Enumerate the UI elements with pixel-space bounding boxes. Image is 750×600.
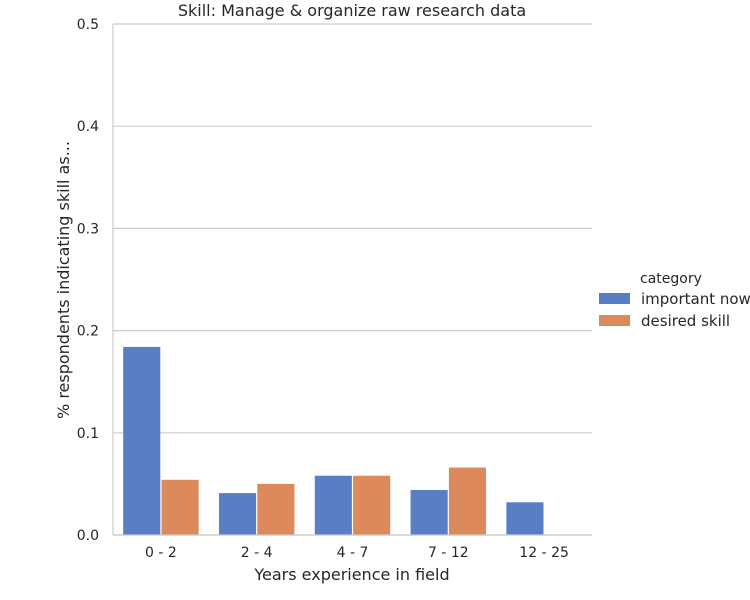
x-tick-label: 0 - 2 [145,545,177,561]
bar-desired-skill-0 [161,479,199,535]
bar-important-now-1 [218,493,257,535]
x-tick-label: 2 - 4 [241,545,273,561]
y-tick-label: 0.3 [77,221,99,237]
bar-desired-skill-2 [353,475,391,535]
axes: 0.0 0.1 0.2 0.3 0.4 0.5 0 - 2 2 - 4 4 - 7 7 - 12 1… [77,17,592,561]
bars [123,346,544,535]
y-tick-label: 0.0 [77,528,99,544]
bar-important-now-0 [123,346,161,535]
x-tick-label: 7 - 12 [428,545,469,561]
y-tick-label: 0.5 [77,17,99,33]
legend: category important now desired skill [599,271,750,330]
gridlines [113,23,592,536]
legend-swatch-desired-skill [599,315,630,326]
legend-label-important-now: important now [641,290,750,308]
y-tick-label: 0.1 [77,426,99,442]
chart-title: Skill: Manage & organize raw research da… [178,1,526,20]
x-axis-label: Years experience in field [253,565,449,584]
bar-important-now-4 [506,502,544,535]
legend-title: category [640,271,702,287]
legend-swatch-important-now [599,293,630,304]
bar-desired-skill-3 [448,467,487,535]
legend-label-desired-skill: desired skill [641,312,730,330]
y-tick-label: 0.4 [77,119,99,135]
y-axis-label: % respondents indicating skill as... [54,141,73,419]
bar-important-now-3 [410,490,448,535]
bar-desired-skill-1 [257,483,295,535]
x-tick-label: 12 - 25 [519,545,569,561]
x-tick-label: 4 - 7 [337,545,369,561]
y-tick-label: 0.2 [77,324,99,340]
bar-important-now-2 [314,475,352,535]
